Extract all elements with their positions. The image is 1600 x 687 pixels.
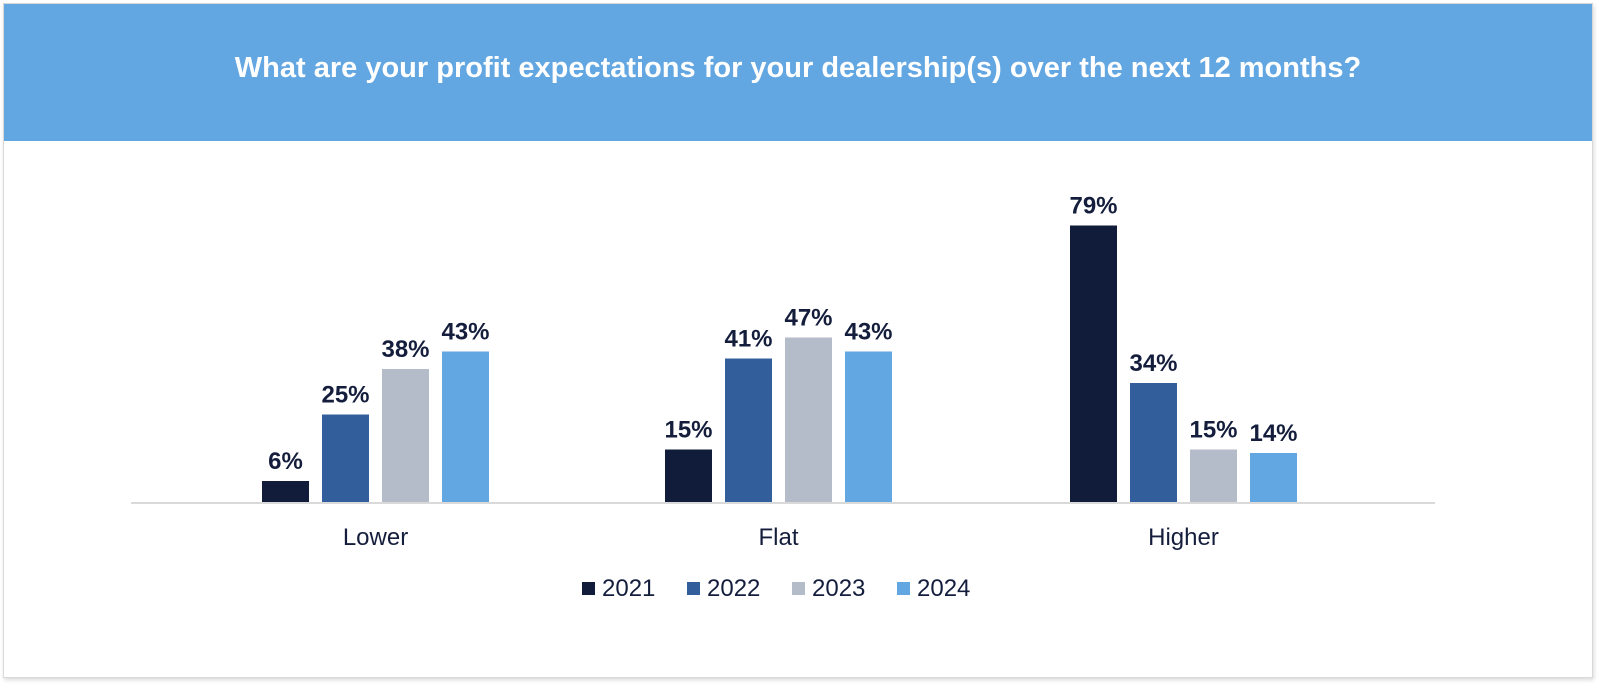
bar-flat-2022 bbox=[725, 358, 772, 502]
data-label-higher-2021: 79% bbox=[1069, 193, 1117, 220]
bar-lower-2024 bbox=[442, 351, 489, 502]
data-label-lower-2022: 25% bbox=[321, 382, 369, 409]
legend-swatch-2023 bbox=[792, 582, 805, 595]
category-label-lower: Lower bbox=[343, 524, 408, 551]
data-label-lower-2024: 43% bbox=[441, 319, 489, 346]
bar-higher-2022 bbox=[1130, 383, 1177, 502]
bar-lower-2023 bbox=[382, 369, 429, 502]
bar-lower-2021 bbox=[262, 481, 309, 502]
bar-higher-2023 bbox=[1190, 449, 1237, 502]
bar-higher-2024 bbox=[1250, 453, 1297, 502]
data-label-higher-2024: 14% bbox=[1249, 420, 1297, 447]
legend-swatch-2021 bbox=[582, 582, 595, 595]
legend-label-2022: 2022 bbox=[707, 575, 760, 602]
bar-higher-2021 bbox=[1070, 225, 1117, 502]
chart-header: What are your profit expectations for yo… bbox=[4, 4, 1592, 141]
legend: 2021 2022 2023 2024 bbox=[582, 575, 970, 602]
category-label-flat: Flat bbox=[758, 524, 798, 551]
category-labels: Lower Flat Higher bbox=[343, 524, 1219, 551]
bar-flat-2024 bbox=[845, 351, 892, 502]
data-label-flat-2022: 41% bbox=[724, 326, 772, 353]
bar-flat-2023 bbox=[785, 337, 832, 502]
bars-group: 6% 25% 38% 43% 15% 41% 47% 43% 79% 34% 15% 14% bbox=[262, 193, 1298, 502]
bar-chart: 6% 25% 38% 43% 15% 41% 47% 43% 79% 34% 15% 14% Lowe… bbox=[131, 193, 1435, 602]
legend-label-2023: 2023 bbox=[812, 575, 865, 602]
chart-card: What are your profit expectations for yo… bbox=[3, 3, 1593, 678]
data-label-lower-2023: 38% bbox=[381, 336, 429, 363]
category-label-higher: Higher bbox=[1148, 524, 1219, 551]
legend-swatch-2022 bbox=[687, 582, 700, 595]
bar-flat-2021 bbox=[665, 449, 712, 502]
data-label-higher-2022: 34% bbox=[1129, 350, 1177, 377]
legend-label-2024: 2024 bbox=[917, 575, 970, 602]
data-label-lower-2021: 6% bbox=[268, 448, 303, 475]
bar-lower-2022 bbox=[322, 414, 369, 502]
data-label-flat-2023: 47% bbox=[784, 305, 832, 332]
data-label-higher-2023: 15% bbox=[1189, 417, 1237, 444]
legend-label-2021: 2021 bbox=[602, 575, 655, 602]
legend-swatch-2024 bbox=[897, 582, 910, 595]
chart-title: What are your profit expectations for yo… bbox=[234, 52, 1362, 84]
data-label-flat-2024: 43% bbox=[844, 319, 892, 346]
data-label-flat-2021: 15% bbox=[664, 417, 712, 444]
